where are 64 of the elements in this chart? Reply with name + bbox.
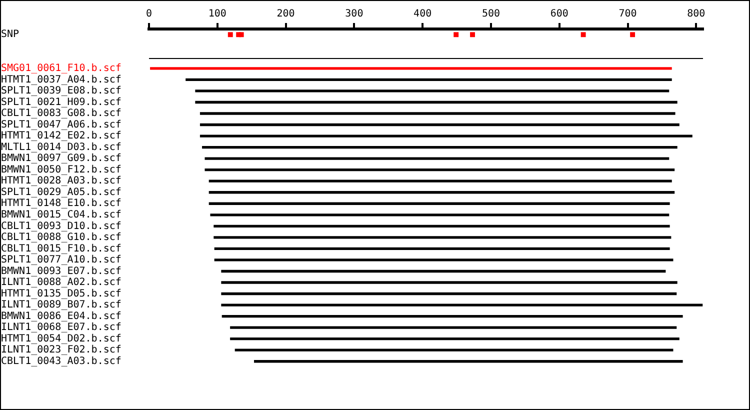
bar xyxy=(200,123,680,126)
bar xyxy=(222,314,683,318)
y-tick-label: BMWN1_0015_C04.b.scf xyxy=(1,209,122,220)
y-tick-label: SPLT1_0029_A05.b.scf xyxy=(1,186,122,198)
bar xyxy=(186,78,672,82)
bar xyxy=(208,180,672,182)
bar xyxy=(195,100,678,104)
y-tick-label: HTMT1_0135_D05.b.scf xyxy=(1,288,122,300)
x-tick-label: 500 xyxy=(482,8,500,20)
x-tick-label: 400 xyxy=(414,8,432,20)
bar xyxy=(150,67,672,70)
bar xyxy=(210,214,670,216)
y-tick-label: ILNT1_0089_B07.b.scf xyxy=(1,300,122,311)
bar xyxy=(230,338,680,340)
bar xyxy=(254,360,683,363)
y-tick-label: MLTL1_0014_D03.b.scf xyxy=(1,142,122,153)
bar xyxy=(200,112,676,115)
y-tick-label: CBLT1_0043_A03.b.scf xyxy=(1,356,122,367)
bar xyxy=(230,326,677,329)
bar xyxy=(214,224,670,228)
y-tick-label: SPLT1_0039_E08.b.scf xyxy=(1,86,122,97)
bar xyxy=(234,348,674,352)
bar xyxy=(204,168,675,172)
y-tick-label: ILNT1_0068_E07.b.scf xyxy=(1,322,122,334)
bar xyxy=(214,258,674,262)
y-tick-label: HTMT1_0028_A03.b.scf xyxy=(1,176,122,187)
x-tick-label: 800 xyxy=(687,8,706,20)
bar xyxy=(221,304,703,306)
y-tick-label: SPLT1_0077_A10.b.scf xyxy=(1,254,122,266)
y-tick-label: CBLT1_0083_G08.b.scf xyxy=(1,108,122,120)
y-tick-label: ILNT1_0088_A02.b.scf xyxy=(1,277,122,288)
y-tick-label: ILNT1_0023_F02.b.scf xyxy=(1,344,122,356)
x-tick-label: 0 xyxy=(146,8,152,20)
bar xyxy=(208,191,675,194)
y-tick-label: HTMT1_0054_D02.b.scf xyxy=(1,333,122,344)
x-tick-label: 100 xyxy=(208,8,226,20)
y-tick-label: CBLT1_0015_F10.b.scf xyxy=(1,243,122,254)
bar xyxy=(208,202,670,205)
bar xyxy=(221,281,678,284)
y-tick-label: BMWN1_0050_F12.b.scf xyxy=(1,164,122,176)
bar xyxy=(202,146,678,149)
bar xyxy=(221,292,677,296)
bar xyxy=(214,236,672,239)
x-tick-label: 200 xyxy=(276,8,295,20)
y-tick-label: HTMT1_0148_E10.b.scf xyxy=(1,198,122,210)
bar xyxy=(221,270,666,273)
bar xyxy=(195,90,670,92)
y-tick-label: HTMT1_0037_A04.b.scf xyxy=(1,74,122,86)
x-tick-label: 600 xyxy=(550,8,568,20)
y-tick-label: SPLT1_0021_H09.b.scf xyxy=(1,96,122,108)
y-tick-label: HTMT1_0142_E02.b.scf xyxy=(1,130,122,142)
y-tick-label: BMWN1_0086_E04.b.scf xyxy=(1,310,122,322)
y-tick-label: BMWN1_0093_E07.b.scf xyxy=(1,266,122,277)
y-tick-label: SPLT1_0047_A06.b.scf xyxy=(1,119,122,130)
x-tick-label: 300 xyxy=(345,8,364,20)
bar xyxy=(214,247,670,250)
y-tick-label: CBLT1_0088_G10.b.scf xyxy=(1,232,122,244)
y-tick-label: SMG01_0061_F10.b.scf xyxy=(1,63,122,74)
y-tick-label: CBLT1_0093_D10.b.scf xyxy=(1,220,122,232)
bar xyxy=(204,157,670,160)
bar xyxy=(200,134,692,138)
y-tick-label: SNP xyxy=(1,29,20,40)
x-tick-label: 700 xyxy=(618,8,637,20)
y-tick-label: BMWN1_0097_G09.b.scf xyxy=(1,153,122,164)
